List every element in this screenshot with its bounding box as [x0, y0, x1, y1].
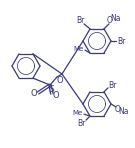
Text: Br: Br	[76, 16, 84, 25]
Text: O: O	[53, 90, 59, 99]
Text: O: O	[107, 16, 113, 25]
Text: Br: Br	[77, 119, 85, 128]
Text: O: O	[31, 89, 37, 98]
Text: Na: Na	[111, 14, 121, 23]
Text: O: O	[57, 75, 63, 85]
Text: Na: Na	[119, 107, 129, 115]
Text: S: S	[48, 85, 54, 94]
Text: Me: Me	[74, 46, 84, 52]
Text: Br: Br	[108, 81, 116, 90]
Text: O: O	[115, 104, 121, 114]
Text: Me: Me	[73, 110, 83, 116]
Text: Br: Br	[117, 37, 125, 45]
